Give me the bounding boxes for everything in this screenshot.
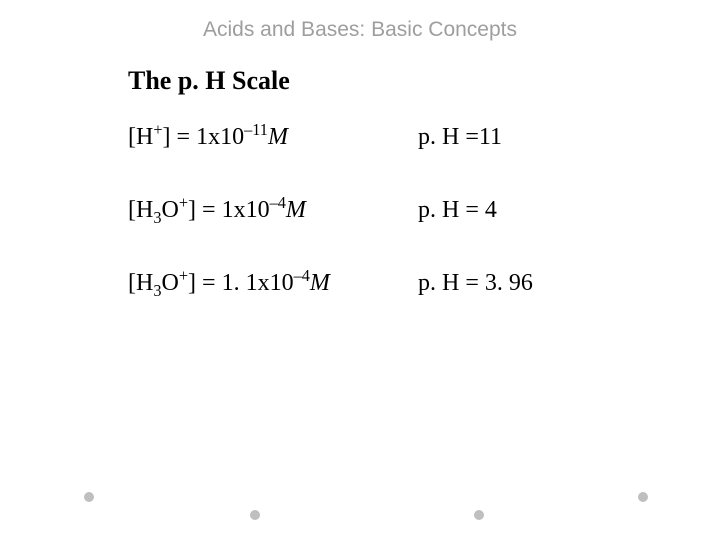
species-extra: O [162,197,179,223]
dot-icon [638,492,648,502]
unit-molar: M [268,124,288,150]
exponent: –11 [244,120,268,139]
charge-sup: + [179,193,188,212]
subtitle-text: The p. H Scale [128,66,290,95]
lhs: [H+] = 1x10–11M [128,124,418,151]
ph-value: p. H =11 [418,124,502,150]
lhs: [H3O+] = 1x10–4M [128,197,418,224]
equation-row: [H3O+] = 1. 1x10–4M p. H = 3. 96 [128,270,720,297]
equation-row: [H3O+] = 1x10–4M p. H = 4 [128,197,720,224]
ph-value: p. H = 3. 96 [418,270,533,296]
coeff: 1. 1 [222,270,258,296]
species-extra: O [162,270,179,296]
header-title: Acids and Bases: Basic Concepts [203,18,517,41]
rhs: p. H = 3. 96 [418,270,533,297]
ph-value: p. H = 4 [418,197,497,223]
lhs: [H3O+] = 1. 1x10–4M [128,270,418,297]
equation-row: [H+] = 1x10–11M p. H =11 [128,124,720,151]
charge-sup: + [179,266,188,285]
coeff: 1 [222,197,234,223]
species-sub: 3 [153,281,161,300]
rhs: p. H =11 [418,124,502,151]
dot-icon [250,510,260,520]
species: H [136,124,153,150]
species: H [136,270,153,296]
species: H [136,197,153,223]
dot-icon [84,492,94,502]
unit-molar: M [310,270,330,296]
slide-header: Acids and Bases: Basic Concepts [0,0,720,42]
charge-sup: + [153,120,162,139]
rhs: p. H = 4 [418,197,497,224]
slide-subtitle: The p. H Scale [128,66,720,96]
coeff: 1 [196,124,208,150]
equation-rows: [H+] = 1x10–11M p. H =11 [H3O+] = 1x10–4… [128,124,720,297]
unit-molar: M [286,197,306,223]
exponent: –4 [270,193,286,212]
species-sub: 3 [153,208,161,227]
exponent: –4 [294,266,310,285]
dot-icon [474,510,484,520]
